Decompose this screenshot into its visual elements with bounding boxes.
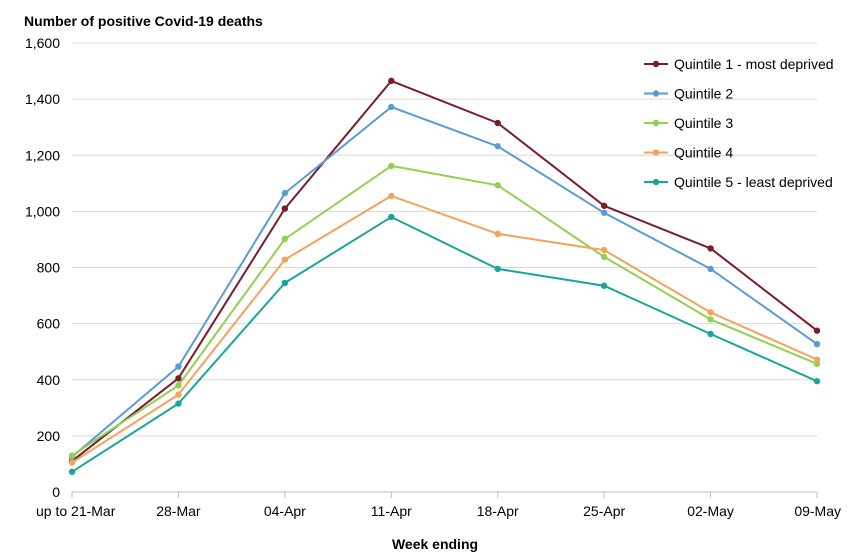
legend-label: Quintile 2 — [674, 86, 733, 102]
data-point — [175, 400, 182, 407]
data-point — [600, 202, 608, 209]
data-point — [707, 316, 714, 323]
data-point — [600, 282, 608, 289]
series-line — [71, 194, 818, 464]
data-point — [175, 363, 182, 370]
y-tick-label: 800 — [37, 260, 61, 276]
data-point — [600, 253, 608, 261]
data-point — [494, 265, 501, 273]
legend-label: Quintile 5 - least deprived — [674, 174, 833, 190]
legend-item: Quintile 2 — [644, 86, 733, 102]
gridlines — [72, 42, 817, 437]
data-point — [281, 235, 289, 243]
series-3 — [68, 162, 821, 459]
series-1 — [68, 77, 821, 465]
x-tick-label: 28-Mar — [156, 503, 201, 519]
data-point — [175, 382, 182, 389]
data-point — [813, 340, 821, 348]
data-point — [175, 375, 182, 382]
series-line — [71, 79, 818, 462]
y-tick-label: 600 — [37, 316, 61, 332]
data-point — [388, 77, 395, 85]
data-point — [707, 330, 714, 338]
x-axis-title: Week ending — [392, 536, 478, 552]
data-point — [494, 182, 501, 189]
series-group — [68, 77, 821, 475]
legend-label: Quintile 1 - most deprived — [674, 56, 834, 72]
y-axis-ticks: 0 200 400 600 800 1,000 1,200 1,400 1,600 — [25, 35, 60, 500]
data-point — [281, 205, 289, 212]
x-tick-label: 25-Apr — [583, 503, 625, 519]
data-point — [68, 459, 76, 466]
legend-swatch-marker — [652, 178, 660, 186]
x-tick-label: 11-Apr — [371, 503, 412, 519]
series-line — [71, 106, 818, 458]
data-point — [494, 143, 501, 150]
data-point — [813, 327, 821, 334]
legend-swatch-marker — [652, 90, 660, 97]
data-point — [494, 119, 501, 127]
chart-title: Number of positive Covid-19 deaths — [24, 13, 263, 29]
series-4 — [68, 192, 821, 466]
legend-item: Quintile 4 — [644, 145, 733, 161]
data-point — [281, 279, 289, 287]
x-tick-label: 04-Apr — [264, 503, 306, 519]
legend-swatch-marker — [652, 60, 660, 68]
data-point — [813, 377, 821, 385]
y-tick-label: 1,600 — [25, 35, 60, 51]
data-point — [707, 245, 714, 252]
data-point — [68, 452, 76, 459]
y-tick-label: 1,400 — [25, 91, 60, 107]
series-line — [71, 164, 818, 457]
legend: Quintile 1 - most deprived Quintile 2 Quin… — [644, 56, 834, 190]
data-point — [707, 265, 714, 273]
legend-label: Quintile 4 — [674, 145, 733, 161]
data-point — [388, 103, 395, 111]
data-point — [707, 309, 714, 316]
series-5 — [68, 213, 821, 475]
data-point — [175, 391, 182, 398]
y-tick-label: 1,000 — [25, 203, 60, 219]
data-point — [388, 192, 395, 200]
legend-swatch-marker — [652, 119, 660, 127]
data-point — [281, 256, 289, 263]
legend-item: Quintile 1 - most deprived — [644, 56, 834, 72]
y-tick-label: 200 — [37, 428, 61, 444]
data-point — [388, 213, 395, 221]
y-tick-label: 400 — [37, 372, 61, 388]
data-point — [600, 209, 608, 216]
data-point — [68, 468, 76, 475]
x-tick-label: 09-May — [794, 503, 841, 519]
x-tick-label: 18-Apr — [477, 503, 519, 519]
series-line — [71, 216, 818, 473]
x-tick-label: 02-May — [687, 503, 734, 519]
data-point — [600, 246, 608, 254]
legend-item: Quintile 3 — [644, 115, 733, 131]
data-point — [494, 230, 501, 238]
x-axis-ticks: up to 21-Mar 28-Mar 04-Apr 11-Apr 18-Apr 25-A… — [36, 492, 841, 519]
x-tick-label: up to 21-Mar — [36, 503, 116, 519]
data-point — [388, 162, 395, 170]
legend-label: Quintile 3 — [674, 115, 733, 131]
data-point — [813, 356, 821, 363]
legend-item: Quintile 5 - least deprived — [644, 174, 833, 190]
y-tick-label: 0 — [52, 484, 60, 500]
legend-swatch-marker — [652, 149, 660, 156]
y-tick-label: 1,200 — [25, 147, 60, 163]
data-point — [281, 189, 289, 197]
